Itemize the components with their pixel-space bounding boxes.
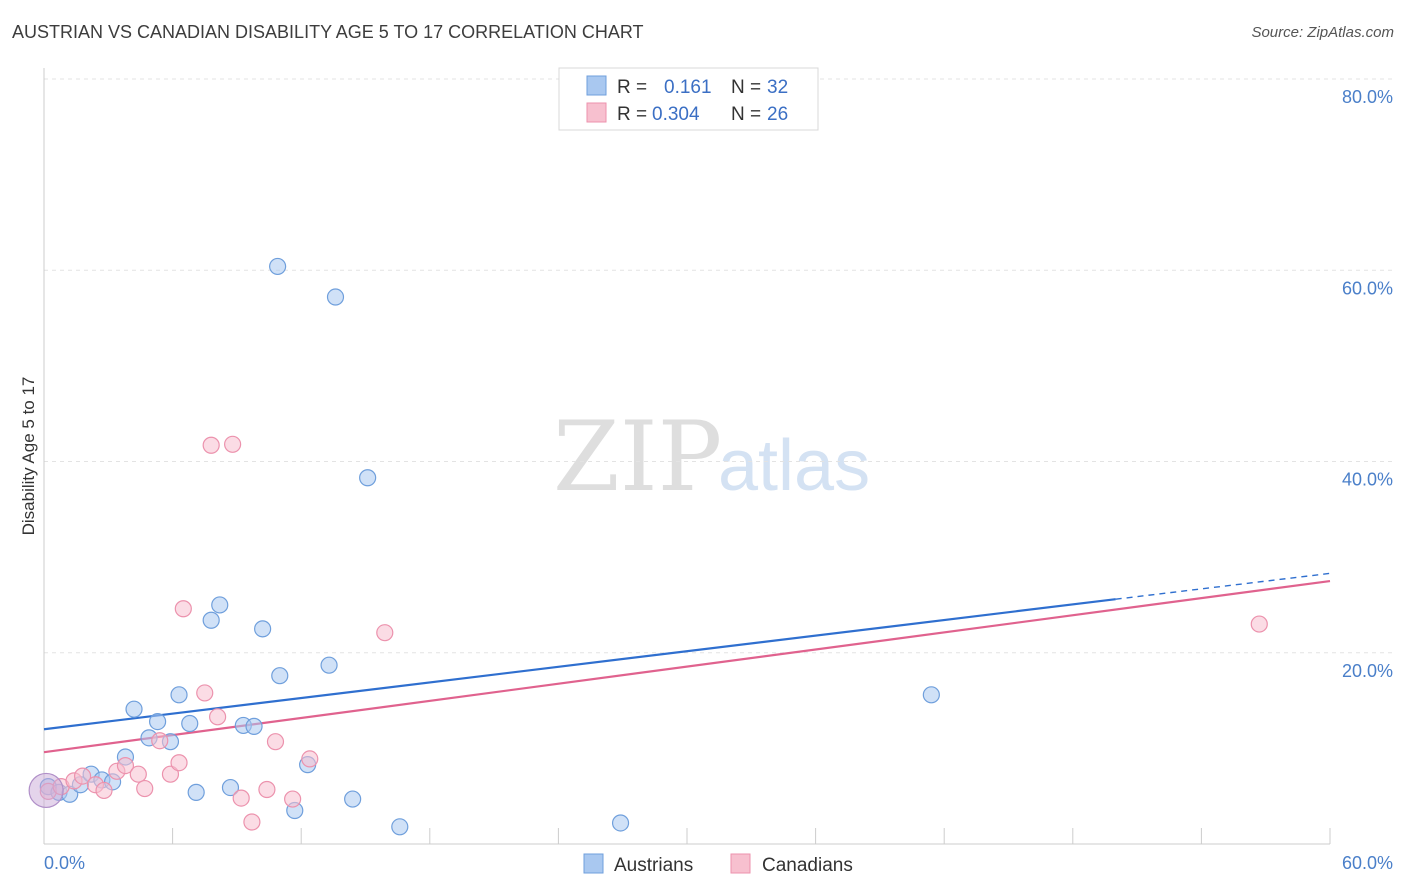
stats-legend: R = 0.161 N = 32 R = 0.304 N = 26: [558, 67, 819, 131]
canadians-swatch: [586, 102, 607, 123]
canadians-n-value: 26: [767, 104, 788, 125]
source-label: Source: ZipAtlas.com: [1251, 24, 1394, 41]
point-canadians-9: [136, 779, 154, 798]
trendline-austrians: [43, 598, 1116, 731]
legend-austrians-swatch: [583, 853, 604, 874]
y-tick-label-40: 40.0%: [1342, 470, 1393, 490]
point-austrians-20: [254, 620, 272, 638]
point-austrians-26: [326, 288, 345, 306]
canadians-r-value: 0.304: [652, 104, 700, 125]
point-canadians-18: [232, 789, 250, 807]
point-canadians-23: [301, 750, 319, 768]
x-tick-label-min: 0.0%: [44, 853, 85, 873]
point-austrians-27: [344, 790, 362, 808]
point-cluster-origin: [28, 772, 64, 809]
point-canadians-16: [209, 708, 227, 726]
point-austrians-10: [148, 712, 167, 731]
austrians-n-label: N =: [731, 77, 761, 98]
y-axis-label: Disability Age 5 to 17: [19, 377, 38, 536]
canadians-r-label: R =: [617, 104, 647, 125]
watermark-zip: ZIP: [553, 401, 722, 513]
y-tick-label-20: 20.0%: [1342, 661, 1393, 681]
point-austrians-25: [320, 656, 338, 674]
point-austrians-15: [202, 611, 220, 629]
point-canadians-21: [266, 733, 285, 751]
canadians-n-label: N =: [731, 104, 761, 125]
point-canadians-3: [73, 767, 92, 785]
austrians-r-value: 0.161: [664, 77, 712, 98]
x-ticks: [172, 828, 1331, 844]
austrians-swatch: [586, 75, 607, 96]
point-austrians-12: [170, 686, 188, 704]
legend-austrians-label: Austrians: [614, 855, 693, 876]
series-legend: Austrians Canadians: [583, 853, 853, 876]
point-austrians-13: [181, 714, 199, 733]
point-austrians-8: [125, 700, 143, 718]
point-canadians-13: [174, 600, 192, 618]
trendline-extension-austrians: [1115, 572, 1331, 600]
point-austrians-19: [245, 717, 263, 735]
x-tick-label-max: 60.0%: [1342, 853, 1393, 873]
point-canadians-12: [170, 754, 188, 772]
y-tick-label-80: 80.0%: [1342, 87, 1393, 107]
data-points: [28, 257, 1268, 836]
point-austrians-14: [187, 783, 205, 801]
point-austrians-30: [611, 814, 630, 832]
austrians-n-value: 32: [767, 77, 788, 98]
point-austrians-29: [391, 818, 409, 836]
chart-title: AUSTRIAN VS CANADIAN DISABILITY AGE 5 TO…: [12, 22, 644, 42]
point-canadians-24: [376, 624, 394, 642]
point-austrians-28: [359, 469, 377, 487]
point-canadians-5: [95, 781, 113, 800]
point-austrians-21: [269, 257, 287, 276]
gridlines: [44, 78, 1393, 654]
legend-canadians-swatch: [730, 853, 751, 874]
y-tick-label-60: 60.0%: [1342, 278, 1393, 298]
point-canadians-14: [196, 684, 214, 702]
point-canadians-22: [284, 790, 302, 808]
point-canadians-7: [116, 756, 135, 775]
point-austrians-16: [211, 596, 229, 614]
point-canadians-20: [258, 780, 276, 799]
point-canadians-15: [202, 436, 220, 454]
point-canadians-17: [224, 435, 242, 453]
point-austrians-22: [271, 667, 289, 685]
point-canadians-11: [161, 765, 180, 783]
austrians-r-label: R =: [617, 77, 647, 98]
watermark-atlas: atlas: [718, 426, 870, 506]
point-canadians-25: [1250, 615, 1268, 633]
point-austrians-17: [221, 778, 240, 797]
point-canadians-10: [151, 732, 169, 750]
point-canadians-19: [243, 813, 261, 831]
point-austrians-31: [922, 686, 940, 704]
y-tick-labels: 20.0% 40.0% 60.0% 80.0%: [1342, 87, 1393, 681]
point-canadians-8: [129, 765, 147, 783]
legend-canadians-label: Canadians: [762, 855, 853, 876]
